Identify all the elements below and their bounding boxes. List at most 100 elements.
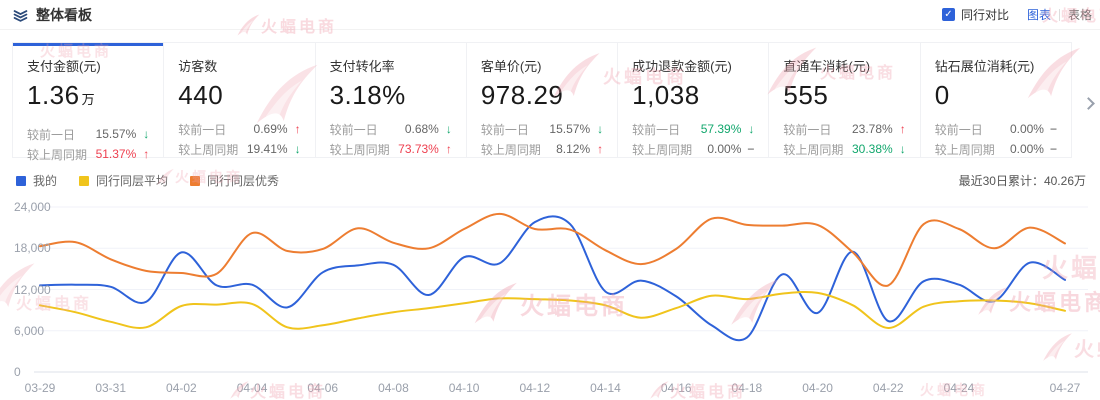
comparison-label: 较上周同期 (934, 142, 995, 157)
comparison-label: 较前一日 (632, 122, 681, 137)
comparison-row: 较上周同期 30.38% ↓ (783, 139, 905, 159)
dash-arrow-icon: − (1049, 122, 1057, 136)
down-arrow-icon: ↓ (294, 142, 301, 156)
comparison-label: 较前一日 (178, 122, 227, 137)
metric-comparisons: 较前一日 0.69% ↑ 较上周同期 19.41% ↓ (178, 119, 300, 159)
x-axis-tick: 04-08 (378, 381, 409, 395)
comparison-label: 较上周同期 (480, 142, 541, 157)
comparison-row: 较上周同期 0.00% − (935, 139, 1057, 159)
comparison-row: 较前一日 0.69% ↑ (178, 119, 300, 139)
legend-label: 同行同层优秀 (207, 174, 280, 188)
x-axis-tick: 04-16 (660, 381, 692, 395)
up-arrow-icon: ↑ (899, 122, 906, 136)
page-title: 整体看板 (36, 6, 92, 23)
metric-value: 1.36 万 (27, 80, 96, 110)
thirty-day-total: 最近30日累计：40.26万 (958, 174, 1086, 188)
comparison-row: 较上周同期 8.12% ↑ (481, 139, 603, 159)
x-axis-tick: 04-12 (519, 381, 551, 395)
comparison-label: 较上周同期 (783, 142, 844, 157)
series-line-3 (39, 212, 1066, 287)
view-mode-chart[interactable]: 图表 (1026, 8, 1051, 22)
legend-item-3[interactable]: 同行同层优秀 (190, 172, 279, 189)
metric-card-7[interactable]: 钻石展位消耗(元) 0 较前一日 0.00% − 较上周同期 0.00% − (919, 43, 1071, 159)
metric-title: 访客数 (178, 59, 218, 74)
metric-value: 440 (178, 80, 224, 110)
view-mode-divider (1058, 8, 1060, 21)
comparison-row: 较上周同期 0.00% − (632, 139, 754, 159)
down-arrow-icon: ↓ (748, 122, 755, 136)
metric-card-3[interactable]: 支付转化率 3.18% 较前一日 0.68% ↓ 较上周同期 73.73% ↑ (314, 43, 466, 159)
x-axis-tick: 03-31 (95, 381, 127, 395)
dash-arrow-icon: − (1049, 142, 1057, 156)
y-axis-tick: 12,000 (14, 282, 51, 297)
comparison-row: 较前一日 0.00% − (935, 119, 1057, 139)
metric-title: 直通车消耗(元) (783, 59, 871, 74)
metric-comparisons: 较前一日 15.57% ↓ 较上周同期 8.12% ↑ (481, 119, 603, 159)
comparison-value: 51.37% (95, 147, 137, 161)
metric-comparisons: 较前一日 15.57% ↓ 较上周同期 51.37% ↑ (27, 124, 149, 164)
y-axis-tick: 0 (14, 365, 21, 379)
x-axis-tick: 04-27 (1049, 381, 1081, 395)
down-arrow-icon: ↓ (143, 127, 150, 141)
x-axis-tick: 04-20 (802, 381, 833, 395)
x-axis-tick: 04-14 (590, 381, 621, 395)
metric-title: 客单价(元) (480, 59, 542, 74)
up-arrow-icon: ↑ (143, 147, 150, 161)
comparison-row: 较上周同期 73.73% ↑ (330, 139, 452, 159)
x-axis-tick: 03-29 (24, 381, 56, 395)
series-line-2 (39, 291, 1066, 330)
comparison-value: 0.00% (1009, 122, 1044, 136)
x-axis-tick: 04-10 (448, 381, 480, 395)
legend-label: 我的 (33, 174, 58, 188)
peer-compare-label[interactable]: 同行对比 (960, 8, 1009, 22)
dash-arrow-icon: − (747, 142, 755, 156)
metric-value-unit: 万 (81, 92, 96, 107)
metric-comparisons: 较前一日 57.39% ↓ 较上周同期 0.00% − (632, 119, 754, 159)
legend-label: 同行同层平均 (96, 174, 169, 188)
x-axis-tick: 04-02 (166, 381, 197, 395)
legend-item-2[interactable]: 同行同层平均 (79, 172, 168, 189)
comparison-label: 较上周同期 (632, 142, 693, 157)
metric-title: 支付金额(元) (27, 59, 101, 74)
metric-title: 成功退款金额(元) (632, 59, 732, 74)
comparison-value: 0.00% (707, 142, 742, 156)
legend-item-1[interactable]: 我的 (16, 172, 57, 189)
x-axis-tick: 04-22 (872, 381, 904, 395)
x-axis-tick: 04-18 (731, 381, 763, 395)
comparison-value: 19.41% (246, 142, 288, 156)
metric-card-2[interactable]: 访客数 440 较前一日 0.69% ↑ 较上周同期 19.41% ↓ (163, 43, 314, 157)
metric-card-4[interactable]: 客单价(元) 978.29 较前一日 15.57% ↓ 较上周同期 8.12% ↑ (465, 43, 617, 159)
header-controls: ✓ 同行对比 图表 表格 (941, 6, 1092, 23)
y-axis-tick: 18,000 (14, 241, 51, 256)
metric-value: 1,038 (632, 80, 700, 110)
y-axis-tick: 24,000 (14, 200, 51, 214)
view-mode-table[interactable]: 表格 (1067, 8, 1092, 22)
dashboard-header: 整体看板 ✓ 同行对比 图表 表格 (0, 0, 1100, 30)
metric-comparisons: 较前一日 23.78% ↑ 较上周同期 30.38% ↓ (783, 119, 905, 159)
metric-comparisons: 较前一日 0.00% − 较上周同期 0.00% − (935, 119, 1057, 159)
metric-card-5[interactable]: 成功退款金额(元) 1,038 较前一日 57.39% ↓ 较上周同期 0.00% − (617, 43, 768, 157)
comparison-label: 较上周同期 (329, 142, 390, 157)
metric-value: 978.29 (480, 80, 564, 110)
metric-value: 3.18% (329, 80, 406, 110)
active-card-indicator (13, 43, 164, 46)
x-axis-tick: 04-06 (307, 381, 339, 395)
metric-card-1[interactable]: 支付金额(元) 1.36 万较前一日 15.57% ↓ 较上周同期 51.37% ↑ (13, 43, 164, 162)
down-arrow-icon: ↓ (445, 122, 452, 136)
comparison-value: 30.38% (851, 142, 893, 156)
carousel-next-icon[interactable] (1082, 96, 1096, 110)
comparison-value: 0.68% (404, 122, 439, 136)
y-axis-tick: 6,000 (14, 323, 45, 338)
metric-card-6[interactable]: 直通车消耗(元) 555 较前一日 23.78% ↑ 较上周同期 30.38% ↓ (768, 43, 919, 157)
comparison-value: 15.57% (95, 127, 137, 141)
down-arrow-icon: ↓ (597, 122, 604, 136)
comparison-value: 15.57% (549, 122, 591, 136)
legend-swatch (79, 175, 90, 186)
peer-compare-checkbox[interactable]: ✓ (941, 8, 955, 21)
series-line-1 (39, 215, 1066, 342)
comparison-label: 较上周同期 (178, 142, 239, 157)
metric-title: 支付转化率 (329, 59, 395, 74)
comparison-label: 较前一日 (27, 127, 76, 142)
comparison-row: 较上周同期 19.41% ↓ (178, 139, 300, 159)
